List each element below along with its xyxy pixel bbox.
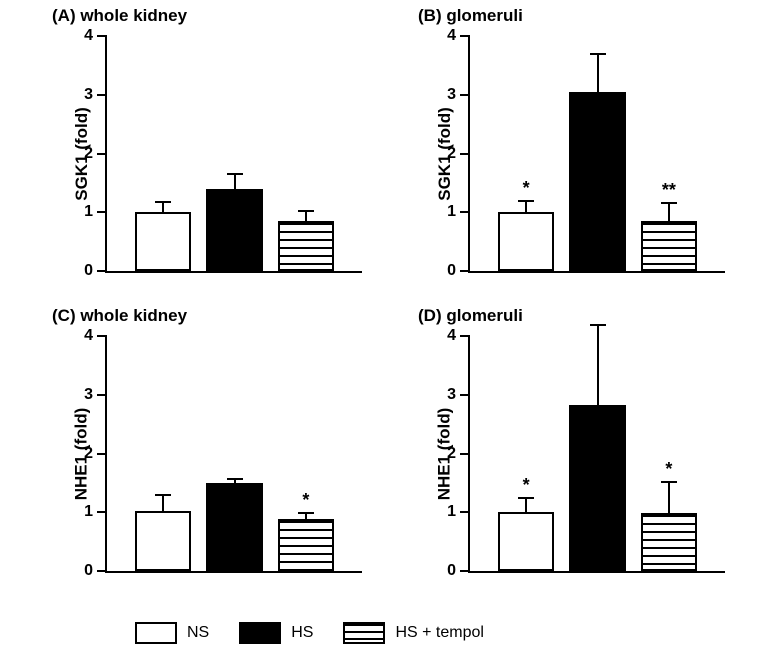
ytick-label: 0	[447, 562, 456, 580]
bar-hs	[206, 483, 262, 571]
bar-ns	[135, 511, 191, 571]
panel-A-plot: 01234	[105, 36, 362, 273]
panel-B-title: (B) glomeruli	[418, 6, 523, 26]
ytick-label: 3	[84, 86, 93, 104]
ytick-label: 1	[84, 503, 93, 521]
legend-swatch	[343, 622, 385, 644]
ytick	[97, 511, 107, 513]
ytick	[460, 570, 470, 572]
ytick	[460, 270, 470, 272]
legend-swatch	[135, 622, 177, 644]
ytick	[97, 35, 107, 37]
ytick	[460, 394, 470, 396]
ytick	[97, 94, 107, 96]
ytick-label: 0	[84, 562, 93, 580]
legend-label: NS	[187, 624, 209, 642]
figure-root: (A) whole kidney 01234 SGK1 (fold) (B) glom…	[0, 0, 763, 671]
panel-C-plot: 01234*	[105, 336, 362, 573]
legend-label: HS	[291, 624, 313, 642]
ytick	[97, 335, 107, 337]
bar-hs	[206, 189, 262, 271]
bar-hs	[569, 92, 625, 271]
legend-swatch	[239, 622, 281, 644]
ytick	[460, 335, 470, 337]
ytick-label: 4	[84, 27, 93, 45]
ytick	[97, 211, 107, 213]
significance-marker: *	[665, 459, 672, 480]
bar-hs_tempol	[278, 519, 334, 571]
panel-B-ylabel: SGK1 (fold)	[435, 107, 455, 201]
bar-hs_tempol	[278, 221, 334, 271]
significance-marker: *	[523, 178, 530, 199]
ytick-label: 3	[84, 386, 93, 404]
bar-ns	[498, 212, 554, 271]
bar-hs	[569, 405, 625, 571]
ytick-label: 3	[447, 86, 456, 104]
legend-item-hs_tempol: HS + tempol	[343, 622, 483, 644]
significance-marker: **	[662, 180, 676, 201]
significance-marker: *	[302, 490, 309, 511]
bar-hs_tempol	[641, 513, 697, 571]
panel-C-ylabel: NHE1 (fold)	[71, 407, 91, 500]
ytick-label: 3	[447, 386, 456, 404]
significance-marker: *	[523, 475, 530, 496]
ytick	[97, 570, 107, 572]
legend-item-ns: NS	[135, 622, 209, 644]
panel-B-plot: 01234***	[468, 36, 725, 273]
panel-D-title: (D) glomeruli	[418, 306, 523, 326]
ytick	[97, 153, 107, 155]
bar-hs_tempol	[641, 221, 697, 271]
ytick-label: 0	[84, 262, 93, 280]
panel-A-ylabel: SGK1 (fold)	[72, 107, 92, 201]
ytick	[460, 453, 470, 455]
ytick	[97, 453, 107, 455]
ytick	[460, 94, 470, 96]
ytick	[460, 511, 470, 513]
ytick	[460, 153, 470, 155]
ytick-label: 4	[447, 327, 456, 345]
ytick-label: 1	[447, 503, 456, 521]
ytick	[460, 211, 470, 213]
bar-ns	[135, 212, 191, 271]
ytick	[97, 394, 107, 396]
legend: NS HS HS + tempol	[135, 622, 484, 644]
ytick	[460, 35, 470, 37]
panel-C-title: (C) whole kidney	[52, 306, 187, 326]
bar-ns	[498, 512, 554, 571]
ytick-label: 4	[84, 327, 93, 345]
ytick	[97, 270, 107, 272]
ytick-label: 0	[447, 262, 456, 280]
panel-D-ylabel: NHE1 (fold)	[434, 407, 454, 500]
legend-label: HS + tempol	[395, 624, 483, 642]
panel-A-title: (A) whole kidney	[52, 6, 187, 26]
ytick-label: 4	[447, 27, 456, 45]
ytick-label: 1	[447, 203, 456, 221]
panel-D-plot: 01234**	[468, 336, 725, 573]
ytick-label: 1	[84, 203, 93, 221]
legend-item-hs: HS	[239, 622, 313, 644]
